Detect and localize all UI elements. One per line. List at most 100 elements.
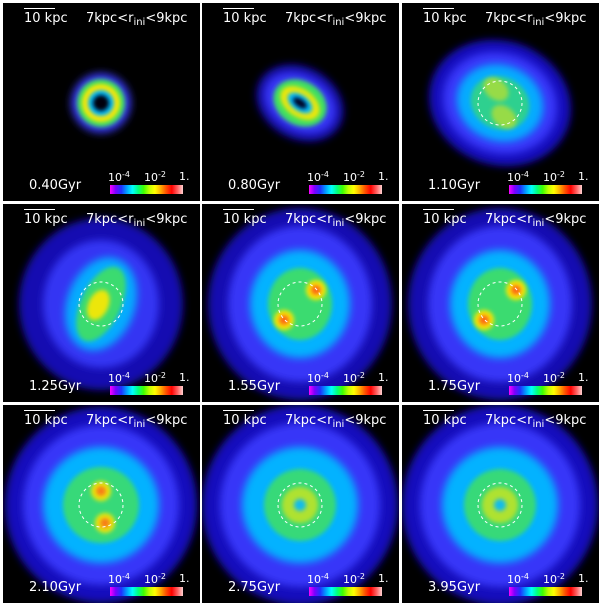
density-map [256,64,344,142]
range-subscript: ini [532,419,545,430]
colorbar-tick-label: 1. [179,170,190,183]
range-suffix: <9kpc [145,413,188,428]
scale-bar-line [24,8,55,9]
range-suffix: <9kpc [145,212,188,227]
colorbar-labels: 10-4 10-2 1. [507,371,599,385]
colorbar [309,386,382,395]
radius-range-label: 7kpc<rini<9kpc [485,414,586,432]
colorbar [509,587,582,596]
colorbar-tick-label: 10-4 [307,572,329,586]
range-subscript: ini [133,218,146,229]
snapshot-panel: 10 kpc 7kpc<rini<9kpc 10-4 10-2 1. 3.95Gyr [402,405,599,603]
density-blob [93,95,109,111]
scale-bar-label: 10 kpc [423,11,467,26]
colorbar [110,587,183,596]
colorbar-labels: 10-4 10-2 1. [307,170,399,184]
range-suffix: <9kpc [344,413,387,428]
density-blob [63,467,139,543]
colorbar-labels: 10-4 10-2 1. [108,371,200,385]
density-map [202,405,398,603]
range-suffix: <9kpc [544,11,587,26]
time-label: 2.75Gyr [228,580,281,595]
snapshot-panel: 10 kpc 7kpc<rini<9kpc 10-4 10-2 1. 2.10Gyr [3,405,200,603]
scale-bar-label: 10 kpc [223,11,267,26]
snapshot-panel: 10 kpc 7kpc<rini<9kpc 10-4 10-2 1. 0.40Gyr [3,3,200,201]
colorbar-tick-label: 10-2 [144,371,166,385]
range-prefix: 7kpc<r [285,413,333,428]
snapshot-panel: 10 kpc 7kpc<rini<9kpc 10-4 10-2 1. 1.75Gyr [402,204,599,402]
scale-bar-line [223,410,254,411]
colorbar-tick-label: 10-2 [343,371,365,385]
density-blob [87,289,110,321]
radius-range-label: 7kpc<rini<9kpc [86,12,187,30]
snapshot-panel: 10 kpc 7kpc<rini<9kpc 10-4 10-2 1. 0.80Gyr [202,3,399,201]
colorbar-tick-label: 1. [578,371,589,384]
colorbar-tick-label: 10-2 [543,170,565,184]
radius-range-label: 7kpc<rini<9kpc [485,12,586,30]
scale-bar-line [24,410,55,411]
density-map [19,218,183,390]
density-map [402,405,598,603]
range-suffix: <9kpc [544,212,587,227]
density-map [71,73,131,133]
colorbar-tick-label: 1. [378,170,389,183]
scale-bar-line [423,8,454,9]
radius-range-label: 7kpc<rini<9kpc [485,213,586,231]
scale-bar-label: 10 kpc [223,212,267,227]
reference-circle [477,80,523,126]
colorbar-tick-label: 10-2 [343,170,365,184]
density-map [208,208,392,400]
density-blob [294,499,306,511]
colorbar [110,386,183,395]
range-prefix: 7kpc<r [485,413,533,428]
colorbar-tick-label: 10-4 [507,170,529,184]
density-blob [100,518,110,528]
range-prefix: 7kpc<r [86,212,134,227]
reference-circle [78,482,124,528]
scale-bar-line [24,209,55,210]
scale-bar-label: 10 kpc [423,212,467,227]
colorbar [309,185,382,194]
colorbar [509,185,582,194]
time-label: 1.25Gyr [29,379,82,394]
colorbar-labels: 10-4 10-2 1. [507,572,599,586]
density-blob [511,285,521,295]
range-subscript: ini [332,419,345,430]
range-subscript: ini [332,17,345,28]
scale-bar-line [423,410,454,411]
snapshot-panel: 10 kpc 7kpc<rini<9kpc 10-4 10-2 1. 1.10Gyr [402,3,599,201]
colorbar-tick-label: 10-2 [543,572,565,586]
colorbar-labels: 10-4 10-2 1. [108,170,200,184]
density-blob [293,97,307,109]
range-subscript: ini [332,218,345,229]
density-blob [491,105,517,129]
colorbar-tick-label: 10-4 [108,170,130,184]
time-label: 1.75Gyr [428,379,481,394]
scale-bar-label: 10 kpc [223,413,267,428]
colorbar-tick-label: 1. [578,572,589,585]
range-subscript: ini [532,218,545,229]
radius-range-label: 7kpc<rini<9kpc [285,213,386,231]
colorbar-tick-label: 10-4 [507,572,529,586]
colorbar-labels: 10-4 10-2 1. [307,371,399,385]
colorbar-tick-label: 1. [378,572,389,585]
colorbar [110,185,183,194]
time-label: 0.80Gyr [228,178,281,193]
colorbar-tick-label: 10-2 [144,170,166,184]
radius-range-label: 7kpc<rini<9kpc [285,12,386,30]
scale-bar-label: 10 kpc [24,413,68,428]
reference-circle [477,281,523,327]
snapshot-panel: 10 kpc 7kpc<rini<9kpc 10-4 10-2 1. 1.25Gyr [3,204,200,402]
reference-circle [477,482,523,528]
time-label: 2.10Gyr [29,580,82,595]
range-suffix: <9kpc [544,413,587,428]
range-suffix: <9kpc [344,212,387,227]
range-prefix: 7kpc<r [86,11,134,26]
radius-range-label: 7kpc<rini<9kpc [86,414,187,432]
colorbar-tick-label: 10-4 [108,572,130,586]
density-map [408,208,592,400]
time-label: 0.40Gyr [29,178,82,193]
snapshot-panel: 10 kpc 7kpc<rini<9kpc 10-4 10-2 1. 2.75Gyr [202,405,399,603]
range-suffix: <9kpc [344,11,387,26]
